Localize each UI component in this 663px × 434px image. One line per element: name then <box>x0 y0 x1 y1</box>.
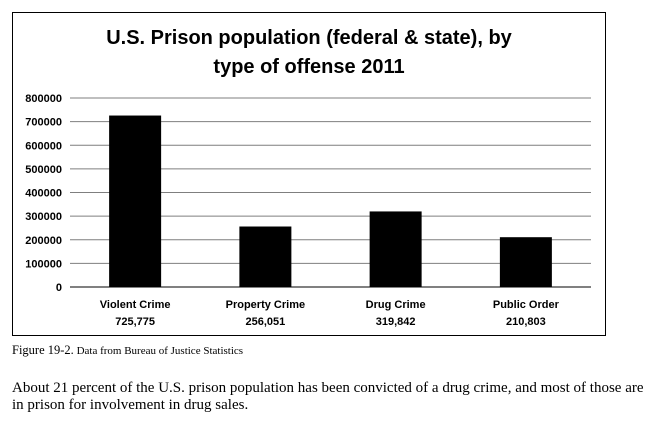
category-value-label: 210,803 <box>506 316 546 328</box>
category-value-label: 256,051 <box>245 316 285 328</box>
figure-number: Figure 19-2. <box>12 343 74 357</box>
figure-source: Data from Bureau of Justice Statistics <box>73 345 244 357</box>
y-tick-label: 0 <box>56 282 62 294</box>
category-value-label: 725,775 <box>115 316 155 328</box>
y-tick-label: 700000 <box>25 117 62 129</box>
bar-violent-crime <box>109 115 162 287</box>
category-label: Public Order <box>493 299 560 311</box>
category-value-label: 319,842 <box>376 316 416 328</box>
y-tick-label: 200000 <box>25 235 62 247</box>
category-label: Violent Crime <box>100 299 171 311</box>
y-tick-label: 400000 <box>25 188 62 200</box>
category-label: Drug Crime <box>366 299 426 311</box>
y-tick-label: 300000 <box>25 211 62 223</box>
y-tick-label: 800000 <box>25 93 62 105</box>
y-tick-label: 600000 <box>25 140 62 152</box>
body-paragraph: About 21 percent of the U.S. prison popu… <box>12 380 644 413</box>
chart-title: U.S. Prison population (federal & state)… <box>106 27 512 78</box>
figure-caption: Figure 19-2. Data from Bureau of Justice… <box>12 343 243 358</box>
x-axis-category-labels: Violent Crime 725,775 Property Crime 256,05… <box>100 299 560 328</box>
y-axis-tick-labels: 0 100000 200000 300000 400000 500000 600000 700… <box>25 93 62 294</box>
y-tick-label: 500000 <box>25 164 62 176</box>
bar-public-order <box>499 237 552 287</box>
bar-drug-crime <box>369 211 422 287</box>
bars <box>109 115 552 287</box>
bar-property-crime <box>239 226 292 287</box>
y-tick-label: 100000 <box>25 258 62 270</box>
category-label: Property Crime <box>226 299 305 311</box>
